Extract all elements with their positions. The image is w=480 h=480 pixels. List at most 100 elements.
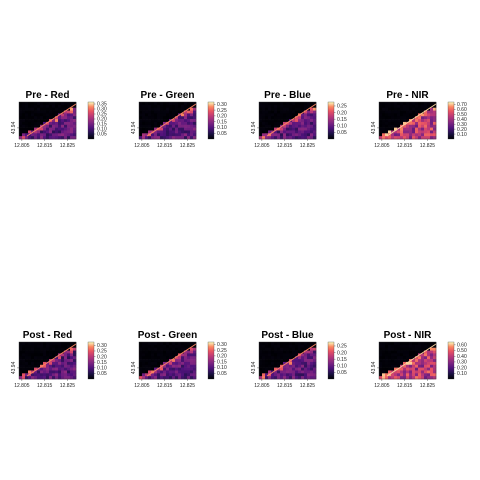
x-tick-label: 12.815 bbox=[397, 383, 413, 389]
raster-cell bbox=[301, 107, 305, 111]
raster-cell bbox=[277, 367, 281, 371]
raster-cell bbox=[283, 127, 287, 131]
raster-cell bbox=[73, 104, 77, 108]
raster-cell bbox=[52, 113, 56, 117]
raster-cell bbox=[34, 124, 38, 128]
raster-cell bbox=[259, 376, 263, 380]
raster-cell bbox=[184, 370, 188, 374]
raster-cell bbox=[190, 102, 194, 106]
raster-cell bbox=[427, 102, 431, 106]
raster-cell bbox=[58, 116, 62, 120]
raster-cell bbox=[40, 376, 44, 380]
raster-cell bbox=[421, 113, 425, 117]
raster-cell bbox=[67, 116, 71, 120]
raster-cell bbox=[388, 344, 392, 348]
raster-cell bbox=[148, 116, 152, 120]
raster-cell bbox=[52, 116, 56, 120]
raster-cell bbox=[292, 367, 296, 371]
raster-cell bbox=[151, 119, 155, 123]
raster-cell bbox=[73, 107, 77, 111]
raster-cell bbox=[160, 116, 164, 120]
raster-cell bbox=[49, 347, 53, 351]
raster-cell bbox=[37, 110, 41, 114]
raster-cell bbox=[40, 104, 44, 108]
raster-cell bbox=[433, 124, 437, 128]
raster-cell bbox=[421, 116, 425, 120]
raster-cell bbox=[163, 136, 167, 140]
raster-cell bbox=[40, 119, 44, 123]
raster-cell bbox=[139, 127, 143, 131]
raster-cell bbox=[262, 113, 266, 117]
raster-cell bbox=[169, 130, 173, 134]
raster-cell bbox=[148, 107, 152, 111]
raster-cell bbox=[262, 353, 266, 357]
raster-cell bbox=[190, 370, 194, 374]
raster-cell bbox=[181, 373, 185, 377]
raster-cell bbox=[43, 113, 47, 117]
raster-cell bbox=[433, 359, 437, 363]
raster-cell bbox=[64, 344, 68, 348]
raster-cell bbox=[184, 110, 188, 114]
raster-cell bbox=[409, 104, 413, 108]
raster-cell bbox=[388, 353, 392, 357]
raster-cell bbox=[187, 133, 191, 137]
raster-cell bbox=[187, 121, 191, 126]
raster-cell bbox=[382, 359, 386, 363]
colorbar bbox=[447, 341, 455, 380]
raster-cell bbox=[379, 342, 383, 346]
raster-cell bbox=[73, 133, 77, 137]
raster-cell bbox=[274, 342, 278, 346]
raster-cell bbox=[181, 361, 185, 366]
raster-cell bbox=[262, 373, 266, 377]
raster-cell bbox=[268, 113, 272, 117]
raster-cell bbox=[406, 347, 410, 351]
raster-cell bbox=[283, 113, 287, 117]
raster-cell bbox=[43, 116, 47, 120]
raster-cell bbox=[400, 102, 404, 106]
raster-cell bbox=[190, 113, 194, 117]
raster-cell bbox=[391, 104, 395, 108]
raster-cell bbox=[271, 356, 275, 360]
raster-cell bbox=[274, 361, 278, 366]
raster-cell bbox=[301, 370, 305, 374]
raster-cell bbox=[151, 344, 155, 348]
raster-cell bbox=[22, 376, 26, 380]
raster-cell bbox=[37, 370, 41, 374]
raster-cell bbox=[433, 367, 437, 371]
raster-cell bbox=[31, 347, 35, 351]
raster-cell bbox=[187, 376, 191, 380]
panel-frame bbox=[378, 341, 437, 380]
raster-cell bbox=[187, 373, 191, 377]
raster-cell bbox=[388, 364, 392, 368]
raster-cell bbox=[388, 342, 392, 346]
raster-cell bbox=[421, 344, 425, 348]
raster-cell bbox=[265, 350, 269, 354]
raster-cell bbox=[193, 370, 197, 374]
raster-cell bbox=[394, 359, 398, 363]
raster-cell bbox=[151, 113, 155, 117]
raster-cell bbox=[187, 113, 191, 117]
raster-cell bbox=[73, 124, 77, 128]
raster-cell bbox=[385, 102, 389, 106]
raster-cell bbox=[157, 353, 161, 357]
raster-cell bbox=[43, 127, 47, 131]
raster-cell bbox=[265, 364, 269, 368]
raster-cell bbox=[157, 102, 161, 106]
legend-tick-label: 0.40 bbox=[457, 354, 467, 360]
raster-cell bbox=[145, 121, 149, 126]
raster-cell bbox=[169, 356, 173, 360]
raster-cell bbox=[175, 133, 179, 137]
raster-cell bbox=[280, 127, 284, 131]
raster-cell bbox=[379, 107, 383, 111]
coastline bbox=[386, 103, 437, 137]
raster-cell bbox=[61, 107, 65, 111]
raster-cell bbox=[43, 370, 47, 374]
raster-cell bbox=[265, 347, 269, 351]
legend-tick-label: 0.25 bbox=[337, 344, 347, 350]
raster-cell bbox=[415, 133, 419, 137]
x-tick-label: 12.825 bbox=[60, 383, 76, 389]
raster-cell bbox=[190, 364, 194, 368]
raster-cell bbox=[409, 130, 413, 134]
raster-cell bbox=[397, 110, 401, 114]
raster-cell bbox=[298, 104, 302, 108]
